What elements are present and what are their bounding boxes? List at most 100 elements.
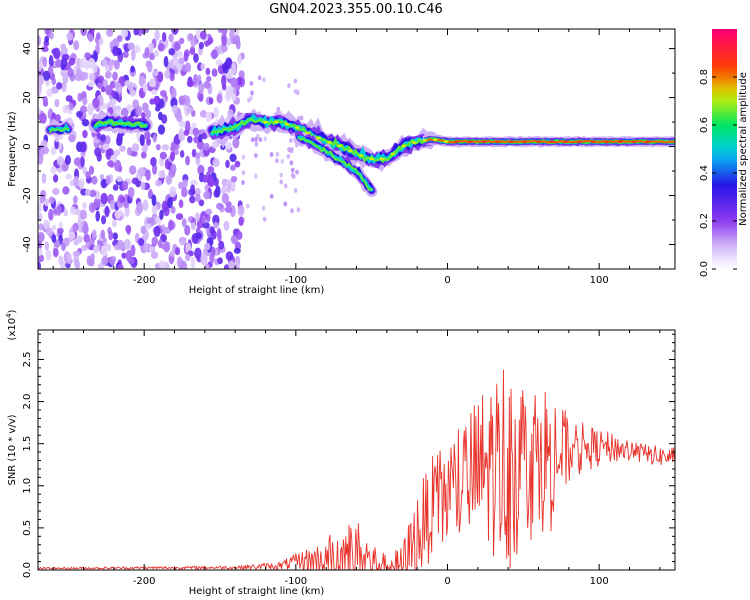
noise-blob bbox=[127, 42, 135, 51]
noise-blob bbox=[130, 49, 136, 61]
noise-blob bbox=[38, 231, 45, 243]
ridge-hotspot bbox=[348, 149, 353, 153]
noise-blob bbox=[115, 105, 121, 112]
noise-blob bbox=[236, 230, 243, 240]
noise-blob bbox=[76, 68, 82, 76]
noise-blob bbox=[60, 69, 67, 77]
colorbar bbox=[712, 29, 737, 269]
noise-blob bbox=[225, 159, 230, 169]
noise-blob bbox=[90, 253, 95, 261]
noise-blob bbox=[50, 146, 57, 156]
noise-blob bbox=[72, 224, 77, 233]
noise-blob bbox=[142, 199, 149, 211]
noise-blob bbox=[40, 189, 47, 199]
noise-blob bbox=[38, 223, 44, 231]
noise-blob bbox=[100, 192, 108, 205]
noise-blob bbox=[179, 236, 186, 246]
noise-blob bbox=[106, 29, 114, 37]
noise-blob bbox=[193, 73, 198, 86]
noise-blob bbox=[145, 169, 151, 181]
noise-blob bbox=[190, 179, 198, 187]
noise-blob bbox=[208, 97, 214, 105]
noise-blob bbox=[82, 96, 88, 106]
noise-blob bbox=[107, 160, 114, 168]
noise-blob bbox=[199, 30, 207, 40]
noise-blob bbox=[189, 46, 196, 55]
noise-blob bbox=[99, 174, 105, 181]
noise-blob bbox=[223, 195, 229, 204]
noise-blob bbox=[76, 110, 83, 118]
x-tick-label: 0 bbox=[444, 576, 450, 587]
noise-blob bbox=[151, 203, 158, 215]
noise-blob bbox=[226, 72, 233, 80]
noise-blob bbox=[200, 253, 208, 266]
noise-blob bbox=[280, 158, 285, 164]
noise-blob bbox=[224, 206, 233, 213]
ridge-hotspot bbox=[618, 140, 623, 143]
snr-series-line bbox=[38, 369, 675, 570]
noise-blob bbox=[203, 80, 211, 89]
noise-blob bbox=[64, 154, 71, 165]
noise-blob bbox=[170, 151, 176, 162]
noise-blob bbox=[45, 227, 53, 236]
noise-blob bbox=[79, 141, 87, 153]
noise-blob bbox=[100, 229, 106, 240]
noise-blob bbox=[292, 174, 296, 180]
heatmap-image bbox=[38, 29, 675, 269]
noise-blob bbox=[101, 256, 109, 266]
noise-blob bbox=[100, 134, 107, 142]
noise-blob bbox=[198, 41, 205, 50]
ridge-hotspot bbox=[454, 140, 459, 143]
noise-blob bbox=[106, 243, 112, 252]
noise-blob bbox=[38, 107, 41, 115]
noise-blob bbox=[199, 110, 208, 118]
noise-blob bbox=[126, 147, 133, 156]
noise-blob bbox=[149, 52, 156, 61]
noise-blob bbox=[213, 106, 219, 119]
noise-blob bbox=[186, 106, 194, 114]
noise-blob bbox=[211, 141, 219, 149]
noise-blob bbox=[221, 34, 227, 47]
noise-blob bbox=[65, 173, 72, 180]
noise-blob bbox=[161, 144, 170, 151]
x-tick-label: 100 bbox=[590, 275, 609, 286]
noise-blob bbox=[112, 184, 119, 191]
noise-blob bbox=[221, 74, 227, 87]
noise-blob bbox=[44, 198, 50, 207]
noise-blob bbox=[95, 210, 100, 222]
noise-blob bbox=[51, 48, 58, 55]
ridge-hotspot bbox=[563, 140, 569, 143]
y-multiplier-label: (x104) bbox=[5, 309, 18, 340]
noise-blob bbox=[290, 167, 295, 173]
noise-blob bbox=[106, 148, 114, 157]
noise-blob bbox=[91, 229, 97, 240]
noise-blob bbox=[178, 95, 186, 106]
noise-blob bbox=[67, 252, 72, 264]
noise-blob bbox=[38, 59, 43, 71]
noise-blob bbox=[173, 42, 181, 51]
noise-blob bbox=[105, 84, 113, 96]
noise-blob bbox=[87, 81, 95, 88]
noise-blob bbox=[108, 230, 114, 241]
ridge-hotspot bbox=[284, 122, 290, 126]
noise-blob bbox=[61, 242, 66, 252]
noise-blob bbox=[145, 223, 152, 230]
noise-blob bbox=[67, 67, 74, 78]
ridge-hotspot bbox=[411, 141, 417, 144]
noise-blob bbox=[38, 260, 42, 269]
noise-blob bbox=[41, 46, 49, 53]
noise-blob bbox=[217, 257, 223, 265]
noise-blob bbox=[133, 29, 140, 36]
noise-blob bbox=[139, 134, 145, 146]
noise-blob bbox=[254, 141, 259, 147]
noise-blob bbox=[198, 199, 205, 207]
noise-blob bbox=[117, 264, 124, 269]
noise-blob bbox=[204, 242, 211, 251]
noise-blob bbox=[123, 238, 131, 251]
noise-blob bbox=[68, 57, 76, 66]
ridge-hotspot bbox=[495, 140, 500, 143]
noise-blob bbox=[155, 179, 162, 187]
noise-blob bbox=[157, 239, 163, 249]
noise-blob bbox=[140, 225, 147, 234]
